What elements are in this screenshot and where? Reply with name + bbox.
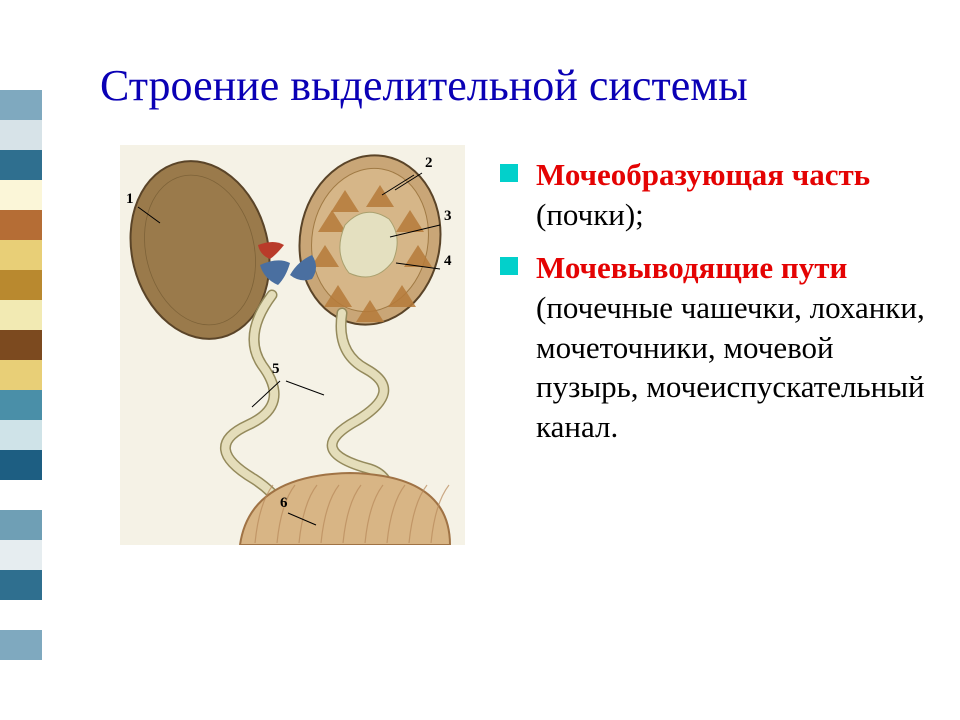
urinary-system-diagram: 1 2 3 4 5 6 [120,145,465,545]
bullet-item: Мочевыводящие пути (почечные чашечки, ло… [500,248,925,446]
svg-text:6: 6 [280,495,288,511]
bullet-marker-icon [500,257,518,275]
bullet-list: Мочеобразующая часть (почки); Мочевыводя… [500,155,925,461]
bullet-marker-icon [500,164,518,182]
page-title: Строение выделительной системы [100,60,930,111]
svg-text:1: 1 [126,191,134,207]
svg-text:5: 5 [272,361,280,377]
bullet-highlight: Мочевыводящие пути [536,250,847,285]
bullet-item: Мочеобразующая часть (почки); [500,155,925,234]
bullet-text: (почечные чашечки, лоханки, мочеточники,… [536,290,925,444]
bullet-text: (почки); [536,197,644,232]
bullet-highlight: Мочеобразующая часть [536,157,870,192]
svg-text:2: 2 [425,155,433,171]
svg-text:4: 4 [444,253,452,269]
svg-text:3: 3 [444,208,452,224]
side-stripe [0,0,42,720]
